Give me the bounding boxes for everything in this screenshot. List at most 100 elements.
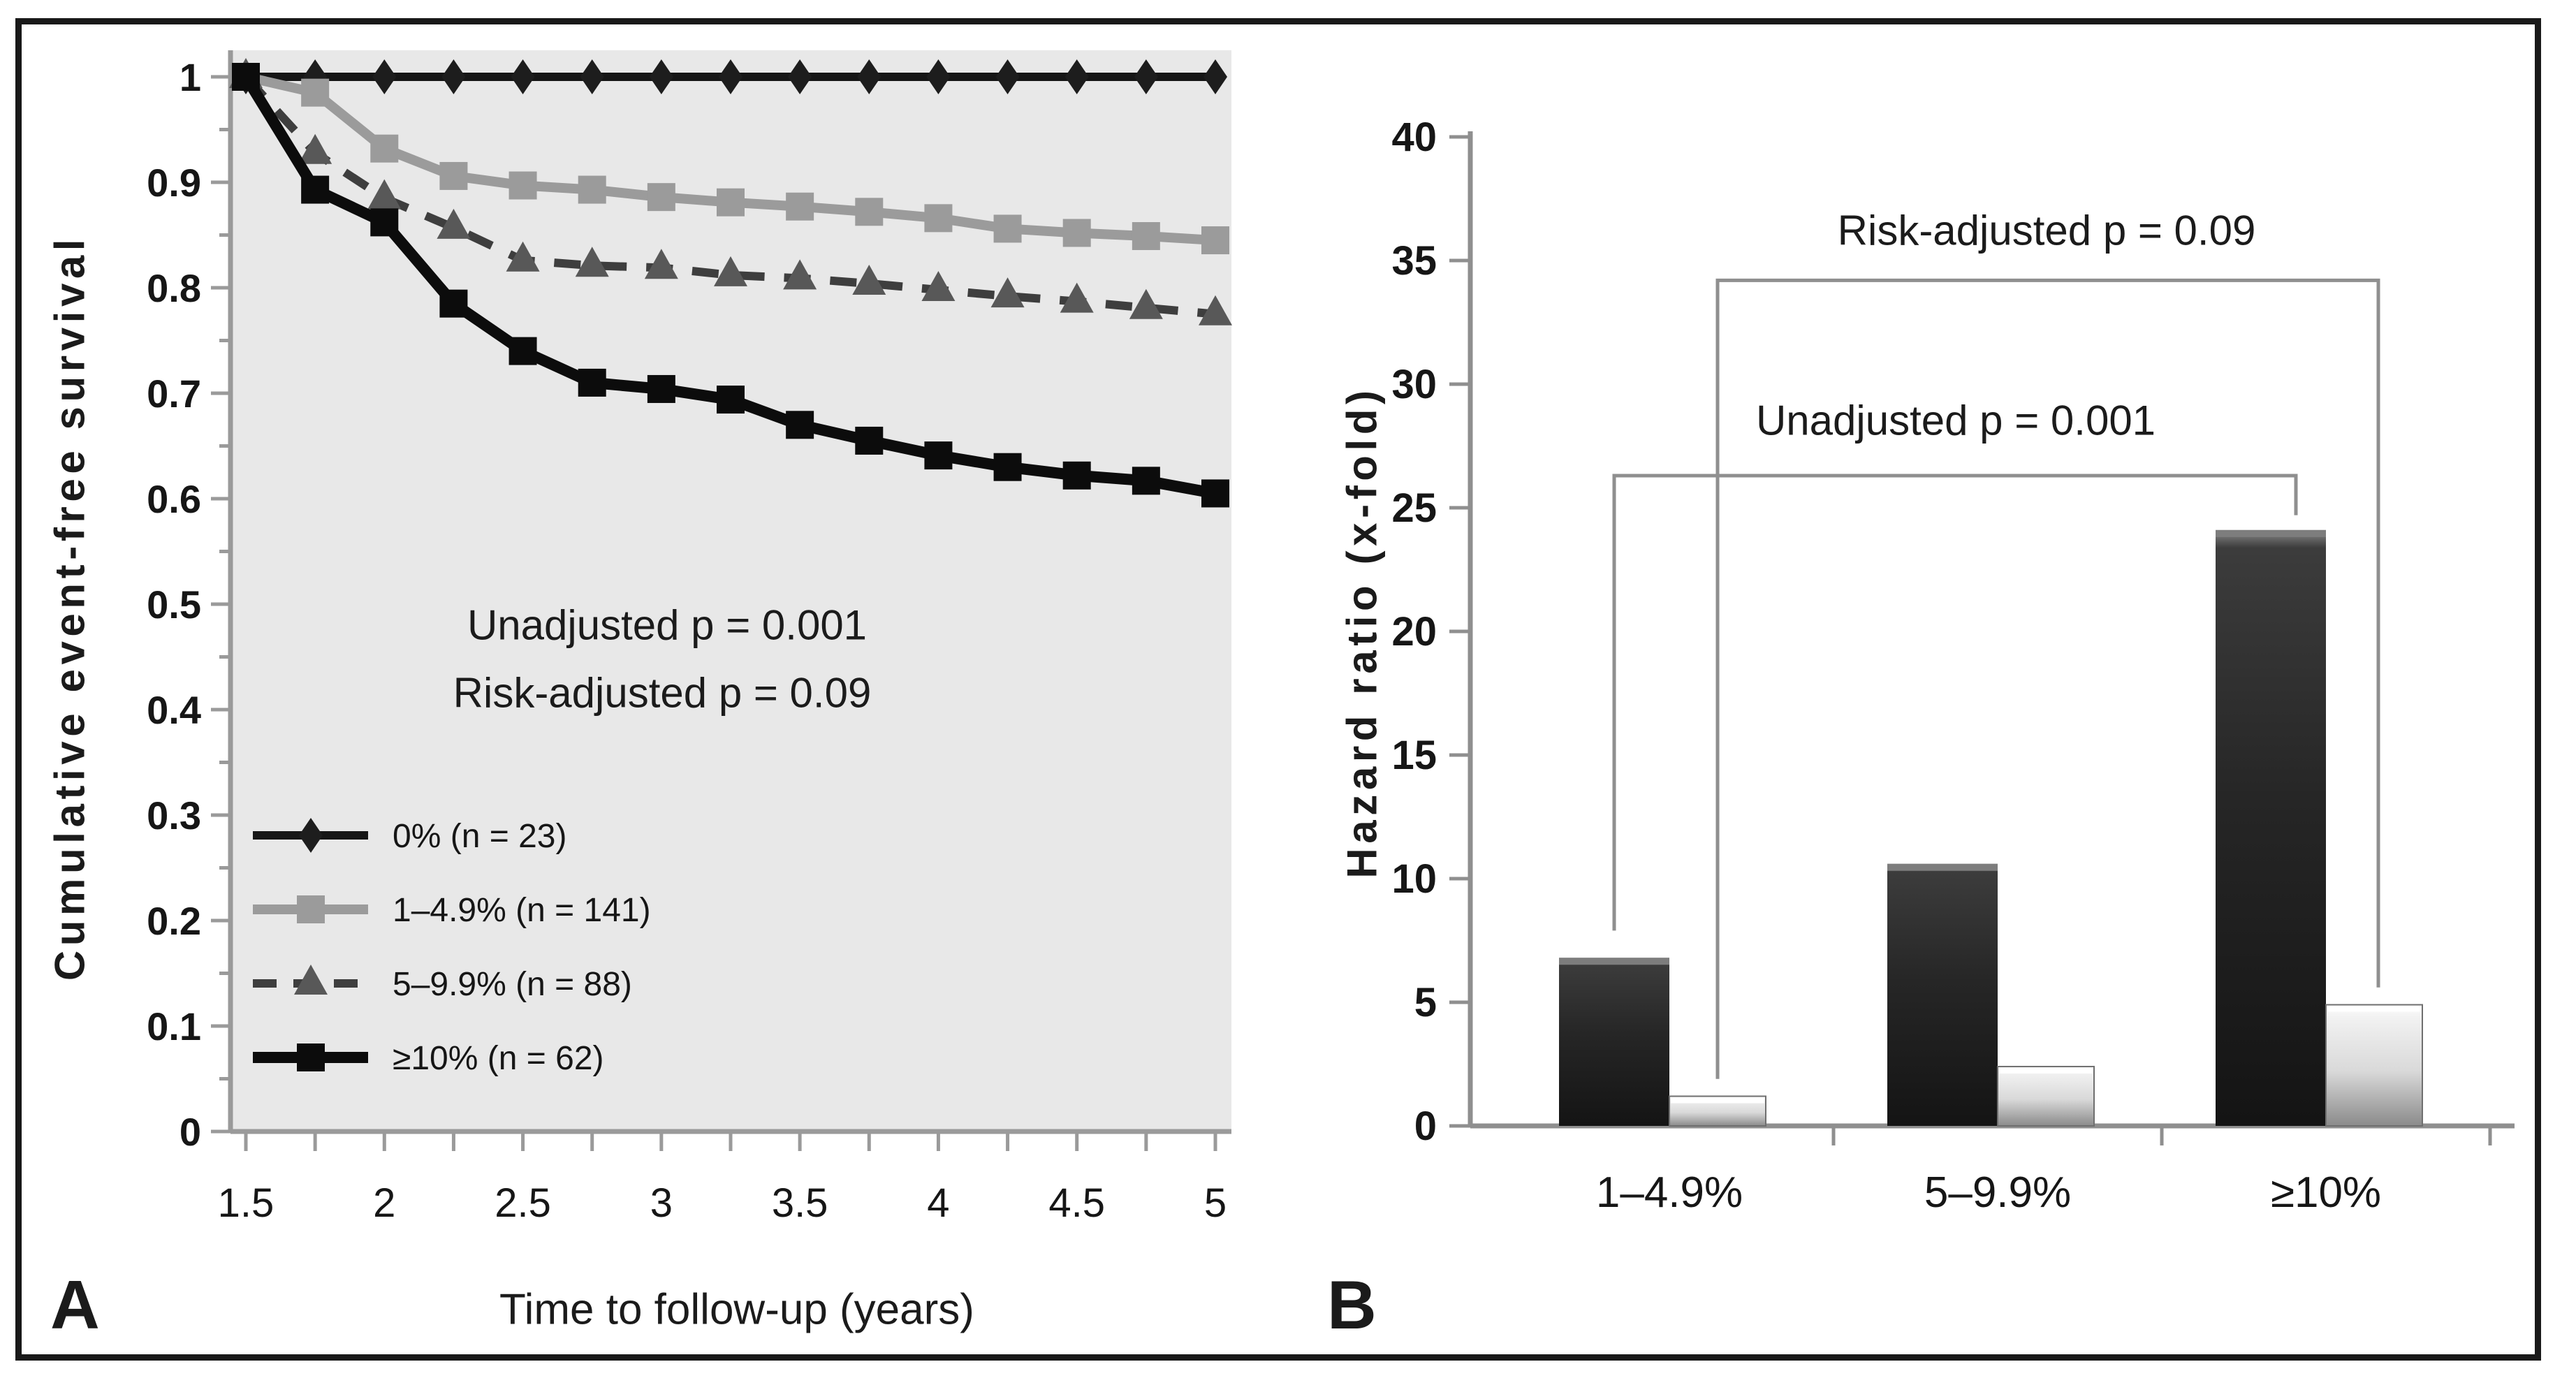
square-marker [297, 895, 325, 923]
bar-unadjusted [1559, 958, 1669, 1126]
panel-a-y-axis-title: Cumulative event-free survival [46, 234, 94, 981]
x-tick-label: 5 [1204, 1180, 1227, 1226]
square-marker [578, 368, 606, 397]
series-square [232, 63, 1229, 508]
diamond-marker [1134, 59, 1158, 94]
series-diamond [234, 59, 1227, 94]
triangle-marker [852, 264, 886, 295]
bar-group [1559, 958, 1766, 1127]
diamond-marker [1203, 59, 1227, 94]
panel-a-annotation-risk-adjusted: Risk-adjusted p = 0.09 [453, 669, 872, 717]
square-marker [647, 183, 675, 212]
diamond-marker [788, 59, 812, 94]
y-tick-label: 0.1 [147, 1004, 201, 1048]
square-marker [232, 63, 260, 91]
y-tick-label: 0.5 [147, 583, 201, 627]
triangle-marker [1129, 288, 1163, 319]
y-tick-label: 20 [1391, 609, 1437, 654]
x-tick-label: 4 [927, 1180, 949, 1226]
square-marker [370, 134, 399, 163]
x-tick-label: 2.5 [495, 1180, 551, 1226]
diamond-marker [719, 59, 742, 94]
bar-group [2216, 529, 2423, 1127]
x-tick-label: 3.5 [772, 1180, 828, 1226]
diamond-marker [372, 59, 397, 94]
square-marker [1201, 226, 1229, 255]
legend-label: 0% (n = 23) [393, 818, 566, 855]
bar-unadjusted [1887, 863, 1998, 1126]
square-marker [1062, 219, 1091, 247]
diamond-marker [299, 818, 323, 853]
square-marker [301, 78, 330, 107]
y-tick-label: 0.3 [147, 793, 201, 837]
y-tick-label: 0 [180, 1110, 201, 1154]
square-marker [1062, 461, 1091, 490]
x-tick-label: 3 [650, 1180, 673, 1226]
diamond-marker [926, 59, 951, 94]
triangle-marker [783, 259, 817, 290]
category-label: 1–4.9% [1596, 1169, 1743, 1217]
triangle-marker [714, 256, 747, 286]
y-tick-label: 1 [180, 55, 201, 99]
y-tick-label: 5 [1414, 980, 1437, 1025]
square-marker [508, 171, 537, 200]
bar-risk-adjusted-cap [2327, 1006, 2421, 1012]
square-marker [578, 175, 606, 204]
survival-chart: 0 0.1 0.2 0.3 0.4 0.5 0.6 0.7 0.8 0.9 1 1.5 2 2.5 3 3.5… [147, 50, 1232, 1226]
bar-unadjusted-cap [1887, 863, 1998, 871]
y-tick-label: 0.4 [147, 688, 201, 732]
square-marker [297, 1043, 325, 1071]
y-tick-label: 0.2 [147, 899, 201, 943]
square-marker [439, 161, 468, 190]
square-marker [370, 208, 399, 237]
square-marker [508, 337, 537, 365]
legend-label: 5–9.9% (n = 88) [393, 966, 632, 1003]
square-marker [1201, 479, 1229, 508]
triangle-marker [1199, 295, 1232, 325]
y-tick-label: 10 [1391, 856, 1437, 902]
panel-a-annotation-unadjusted: Unadjusted p = 0.001 [467, 601, 868, 649]
significance-bracket-unadjusted [1612, 474, 2298, 931]
bar-unadjusted [2216, 529, 2326, 1126]
x-tick-label: 4.5 [1048, 1180, 1105, 1226]
x-tick-label: 2 [373, 1180, 395, 1226]
square-marker [786, 411, 814, 439]
y-tick-label: 0 [1414, 1104, 1437, 1149]
triangle-marker [921, 271, 956, 302]
triangle-marker [575, 247, 609, 277]
bar-risk-adjusted-cap [1999, 1068, 2093, 1074]
bar-risk-adjusted [2325, 1004, 2423, 1127]
triangle-marker [506, 241, 540, 272]
panel-b-y-axis-title: Hazard ratio (x-fold) [1338, 386, 1386, 879]
bar-risk-adjusted-cap [1671, 1097, 1764, 1104]
diamond-marker [857, 59, 881, 94]
legend: 0% (n = 23) 1–4.9% (n = 141) 5–9.9% (n = 8… [253, 818, 651, 1077]
square-marker [647, 374, 675, 403]
category-label: 5–9.9% [1924, 1169, 2071, 1217]
square-marker [855, 426, 884, 455]
square-marker [786, 192, 814, 221]
triangle-marker [294, 965, 328, 995]
y-tick-label: 0.7 [147, 372, 201, 416]
square-marker [439, 289, 468, 318]
y-tick-label: 0.6 [147, 477, 201, 521]
y-tick-label: 35 [1391, 238, 1437, 284]
legend-label: 1–4.9% (n = 141) [393, 892, 651, 929]
hazard-ratio-chart: 0 5 10 15 20 25 30 35 40 1–4.9% 5–9.9% ≥10% [1391, 115, 2515, 1217]
legend-label: ≥10% (n = 62) [393, 1040, 604, 1077]
diamond-marker [1064, 59, 1089, 94]
bar-risk-adjusted [1997, 1066, 2095, 1127]
triangle-marker [367, 179, 402, 210]
category-label: ≥10% [2271, 1169, 2381, 1217]
panel-b-label: B [1327, 1266, 1377, 1343]
square-marker [717, 188, 745, 217]
bar-unadjusted-cap [2216, 529, 2326, 537]
panel-b-annotation-risk-adjusted: Risk-adjusted p = 0.09 [1837, 207, 2256, 254]
bar-unadjusted-cap [1559, 958, 1669, 965]
y-tick-label: 15 [1391, 733, 1437, 778]
y-tick-label: 0.9 [147, 161, 201, 205]
panel-a-label: A [50, 1266, 100, 1343]
y-tick-label: 25 [1391, 485, 1437, 531]
square-marker [717, 386, 745, 414]
